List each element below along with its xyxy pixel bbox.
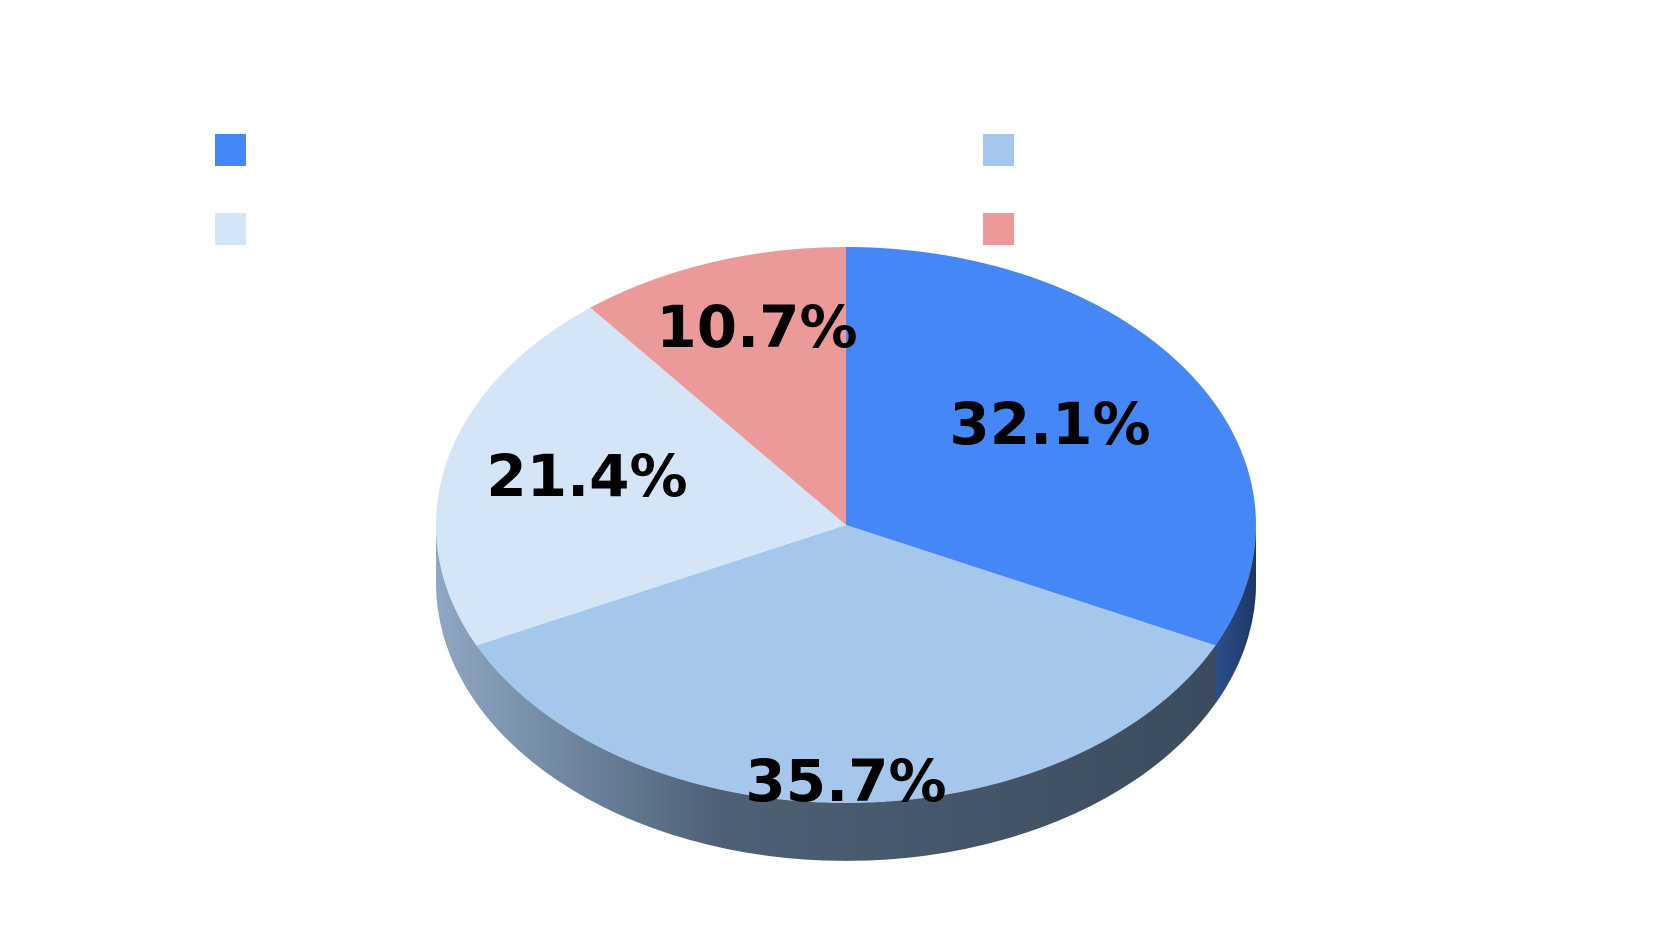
- legend: [215, 134, 1015, 254]
- pie-side-wall: [436, 525, 1256, 861]
- legend-item-4: [983, 213, 1026, 245]
- pie-slice-2: [476, 525, 1216, 803]
- data-label-1: 32.1%: [949, 390, 1150, 458]
- legend-swatch-3: [215, 213, 246, 245]
- data-label-2: 35.7%: [745, 747, 946, 815]
- pie-side-wall-front: [436, 525, 1256, 861]
- pie-slice-1: [846, 247, 1256, 646]
- pie-side-wall-edge: [1215, 525, 1256, 703]
- pie-data-labels: 32.1% 35.7% 21.4% 10.7%: [486, 293, 1150, 815]
- pie-slice-3: [435, 307, 846, 646]
- legend-item-3: [215, 213, 258, 245]
- legend-swatch-4: [983, 213, 1014, 245]
- pie-slice-4: [590, 247, 846, 525]
- data-label-4: 10.7%: [656, 293, 857, 361]
- legend-item-2: [983, 134, 1026, 166]
- legend-swatch-1: [215, 134, 246, 166]
- legend-item-1: [215, 134, 258, 166]
- pie-slices: [435, 247, 1256, 803]
- legend-swatch-2: [983, 134, 1014, 166]
- data-label-3: 21.4%: [486, 442, 687, 510]
